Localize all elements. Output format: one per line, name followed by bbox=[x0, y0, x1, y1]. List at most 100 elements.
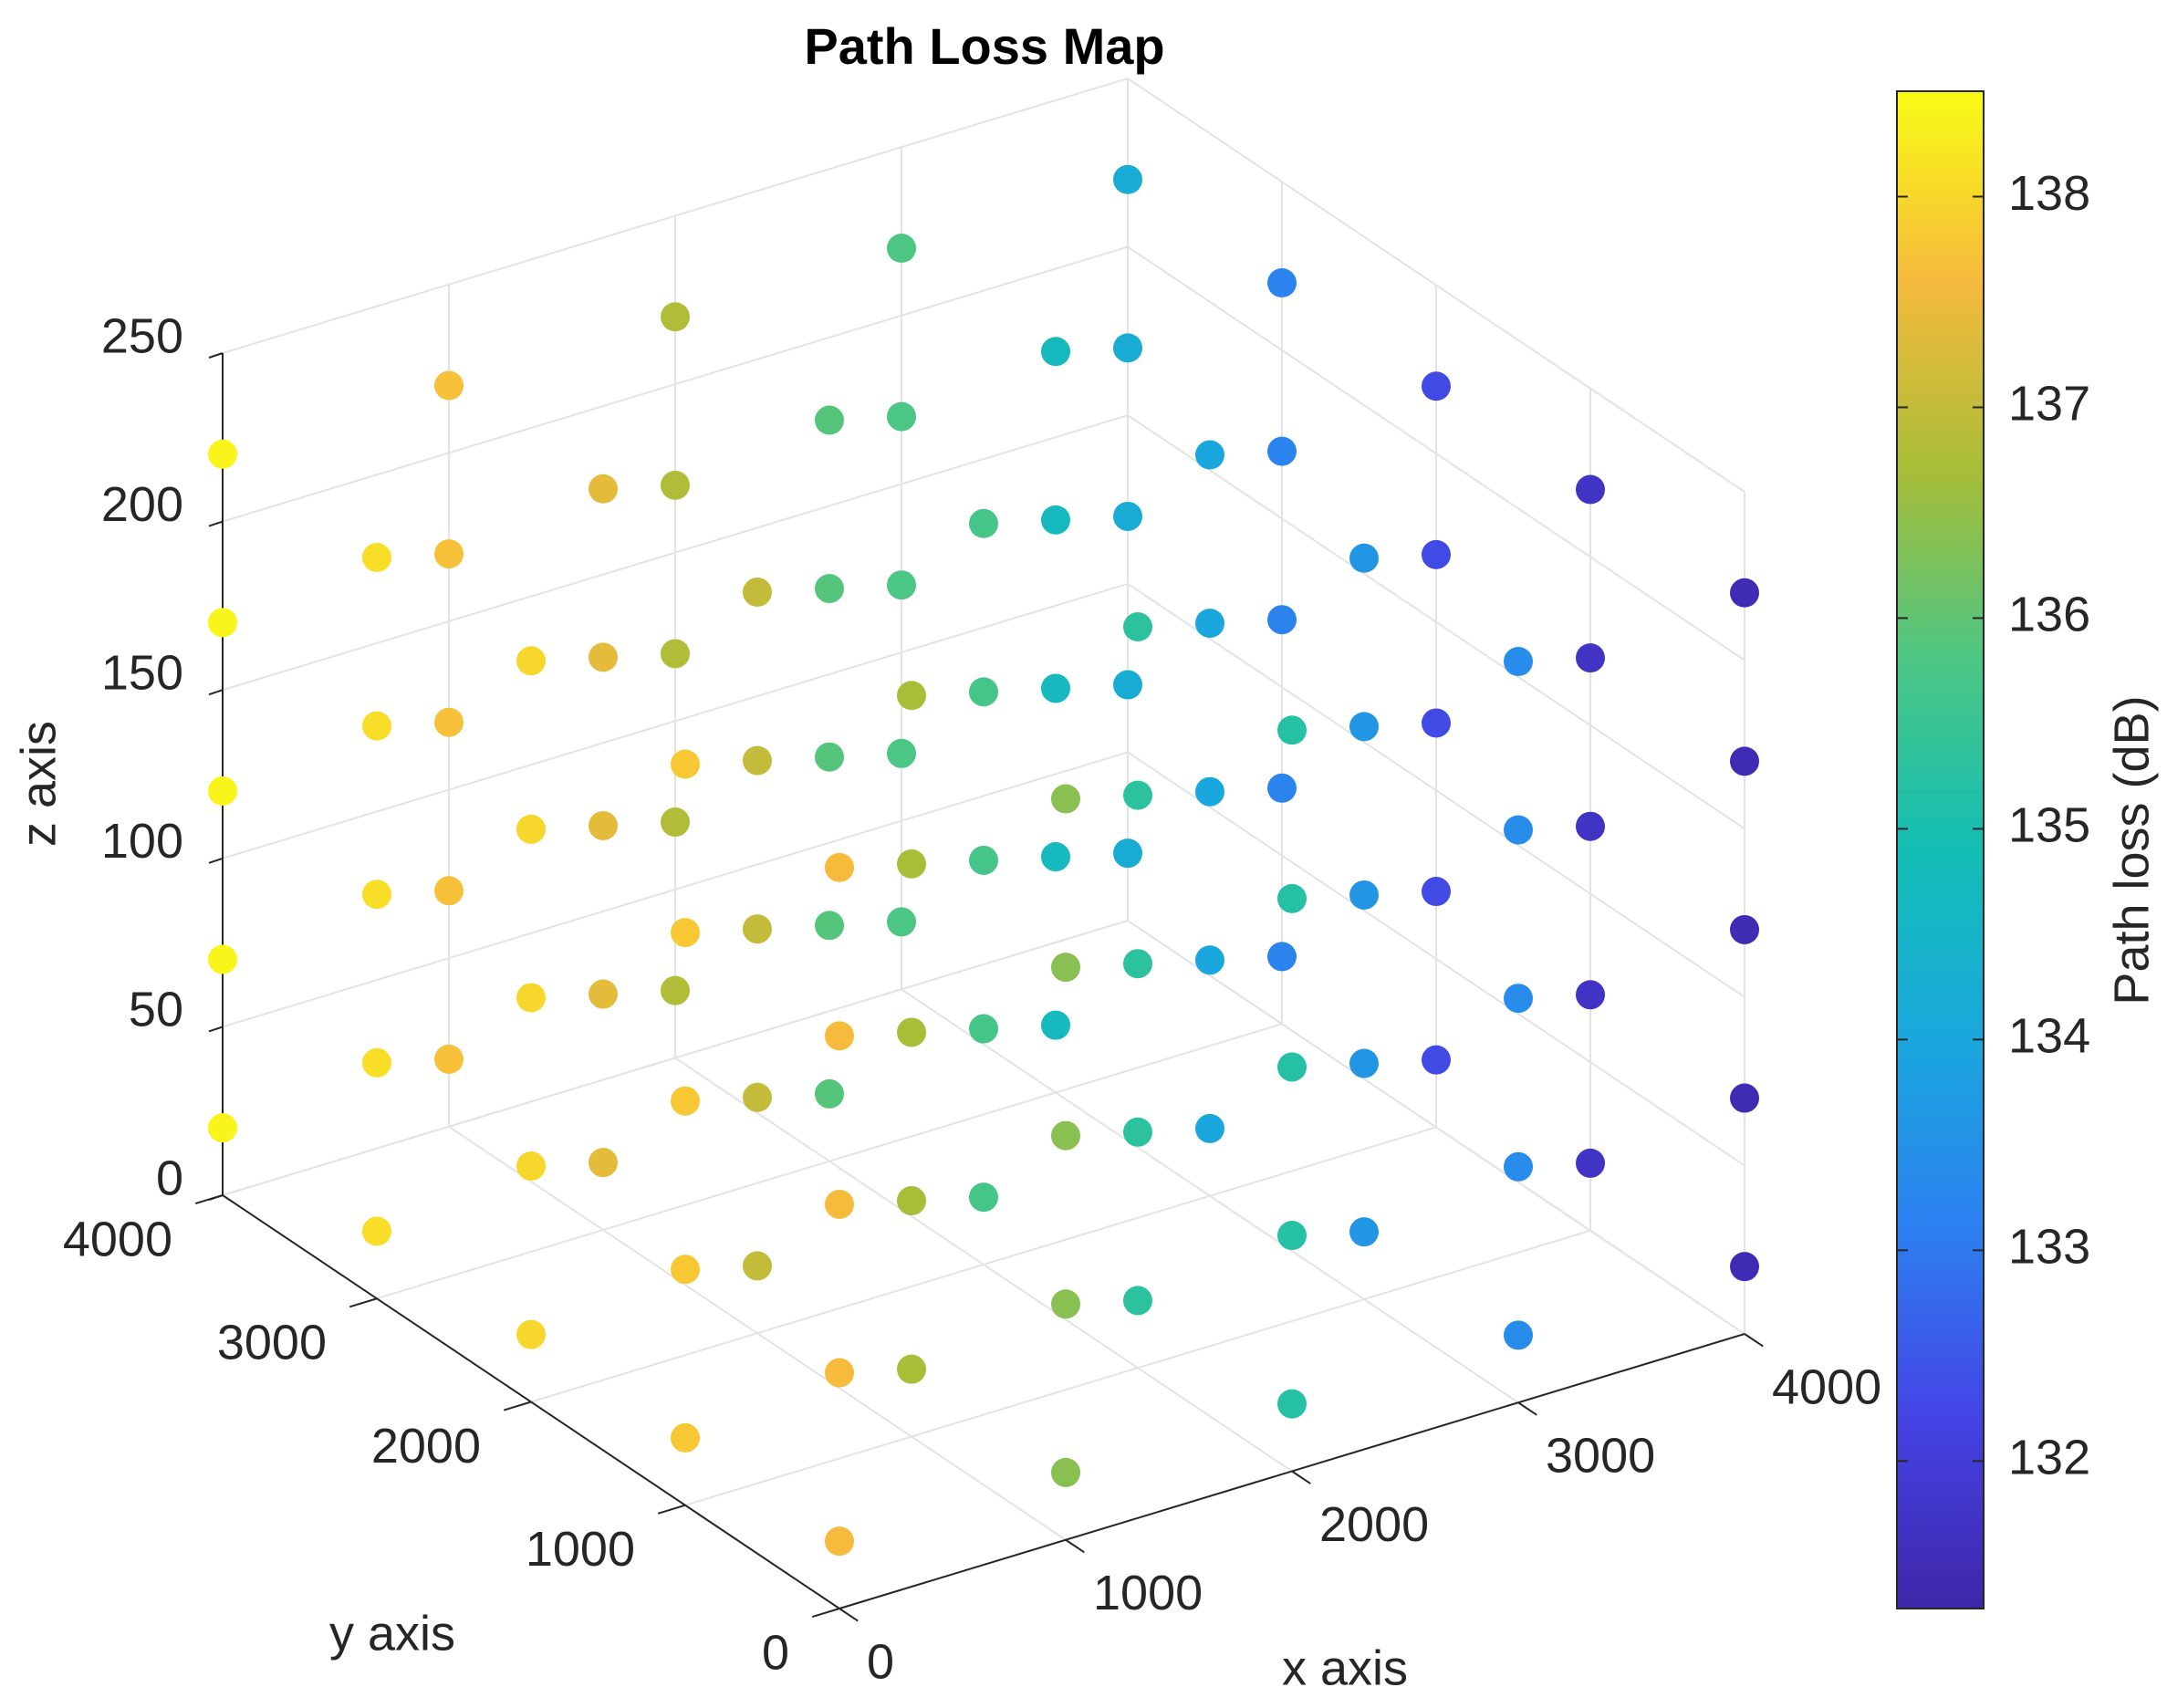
colorbar-tick-label: 134 bbox=[2008, 1009, 2090, 1064]
colorbar-label: Path loss (dB) bbox=[2104, 695, 2159, 1005]
data-point bbox=[1195, 609, 1224, 639]
x-tick bbox=[1291, 1470, 1311, 1484]
data-point bbox=[1277, 1052, 1307, 1082]
data-point bbox=[1277, 715, 1307, 745]
data-point bbox=[362, 711, 391, 741]
grid-line bbox=[222, 414, 1129, 692]
data-point bbox=[1576, 474, 1605, 505]
data-point bbox=[208, 439, 237, 469]
data-point bbox=[661, 470, 690, 500]
data-point bbox=[1267, 942, 1297, 972]
z-tick-label: 50 bbox=[129, 983, 183, 1037]
data-point bbox=[671, 1086, 700, 1116]
data-point bbox=[969, 508, 998, 538]
data-point bbox=[1123, 612, 1152, 642]
data-point bbox=[1113, 164, 1142, 194]
z-tick bbox=[208, 520, 224, 527]
grid-line bbox=[1127, 414, 1745, 830]
data-point bbox=[1349, 543, 1379, 573]
grid-line bbox=[530, 1126, 1437, 1403]
data-point bbox=[1504, 1320, 1533, 1350]
x-axis-label: x axis bbox=[1282, 1640, 1408, 1695]
data-point bbox=[1349, 712, 1379, 742]
y-tick bbox=[503, 1401, 532, 1411]
data-point bbox=[1349, 1217, 1379, 1247]
y-tick-label: 2000 bbox=[371, 1419, 481, 1474]
data-point bbox=[1730, 1083, 1759, 1113]
y-tick-label: 0 bbox=[762, 1625, 789, 1680]
data-point bbox=[1123, 1286, 1152, 1316]
grid-line bbox=[222, 78, 1129, 354]
grid-line bbox=[1127, 751, 1745, 1167]
data-point bbox=[1123, 780, 1152, 810]
data-point bbox=[589, 1148, 618, 1178]
data-point bbox=[589, 474, 618, 504]
y-tick-label: 3000 bbox=[217, 1316, 327, 1370]
x-tick-label: 3000 bbox=[1546, 1429, 1655, 1484]
data-point bbox=[516, 814, 546, 844]
data-point bbox=[1041, 842, 1070, 872]
data-point bbox=[362, 1047, 391, 1078]
colorbar-tick-label: 135 bbox=[2008, 798, 2090, 853]
data-point bbox=[1267, 268, 1297, 298]
data-point bbox=[661, 302, 690, 332]
data-point bbox=[825, 1021, 854, 1051]
data-point bbox=[887, 570, 916, 600]
data-point bbox=[1576, 980, 1605, 1010]
data-point bbox=[815, 574, 844, 604]
y-tick bbox=[811, 1608, 840, 1618]
x-tick bbox=[1744, 1333, 1764, 1348]
colorbar-tick-label: 133 bbox=[2008, 1220, 2090, 1275]
data-point bbox=[1422, 371, 1451, 401]
data-point bbox=[434, 707, 464, 737]
data-point bbox=[661, 807, 690, 838]
data-point bbox=[743, 914, 772, 944]
data-point bbox=[897, 1354, 926, 1384]
data-point bbox=[661, 975, 690, 1005]
data-point bbox=[1267, 773, 1297, 803]
z-tick bbox=[208, 352, 224, 359]
colorbar-tick-label: 137 bbox=[2008, 377, 2090, 432]
data-point bbox=[1422, 708, 1451, 738]
z-tick-label: 0 bbox=[156, 1151, 183, 1205]
data-point bbox=[1504, 815, 1533, 845]
data-point bbox=[969, 1182, 998, 1213]
data-point bbox=[1576, 643, 1605, 673]
colorbar bbox=[1896, 90, 1985, 1609]
data-point bbox=[743, 745, 772, 776]
y-axis-label: y axis bbox=[329, 1606, 455, 1661]
data-point bbox=[1051, 1120, 1080, 1151]
x-tick-label: 1000 bbox=[1093, 1566, 1203, 1620]
data-point bbox=[897, 1017, 926, 1047]
data-point bbox=[743, 578, 772, 608]
data-point bbox=[208, 944, 237, 974]
grid-line bbox=[1127, 245, 1745, 661]
data-point bbox=[815, 742, 844, 772]
x-tick bbox=[1065, 1538, 1085, 1554]
data-point bbox=[434, 876, 464, 906]
chart-title: Path Loss Map bbox=[804, 17, 1164, 75]
data-point bbox=[1576, 811, 1605, 841]
data-point bbox=[516, 1151, 546, 1182]
data-point bbox=[1123, 949, 1152, 979]
data-point bbox=[1730, 914, 1759, 944]
grid-line bbox=[222, 245, 1129, 523]
data-point bbox=[589, 810, 618, 840]
data-point bbox=[1041, 1010, 1070, 1040]
data-point bbox=[897, 681, 926, 711]
y-tick-label: 1000 bbox=[526, 1522, 635, 1577]
colorbar-tick-label: 132 bbox=[2008, 1431, 2090, 1485]
data-point bbox=[969, 845, 998, 875]
data-point bbox=[1267, 436, 1297, 466]
data-point bbox=[1195, 945, 1224, 975]
data-point bbox=[1195, 776, 1224, 807]
data-point bbox=[825, 1526, 854, 1557]
data-point bbox=[815, 405, 844, 435]
data-point bbox=[825, 1189, 854, 1219]
data-point bbox=[1113, 838, 1142, 869]
data-point bbox=[969, 677, 998, 707]
grid-line bbox=[1127, 582, 1745, 998]
data-point bbox=[1422, 539, 1451, 569]
grid-line bbox=[222, 582, 1129, 859]
